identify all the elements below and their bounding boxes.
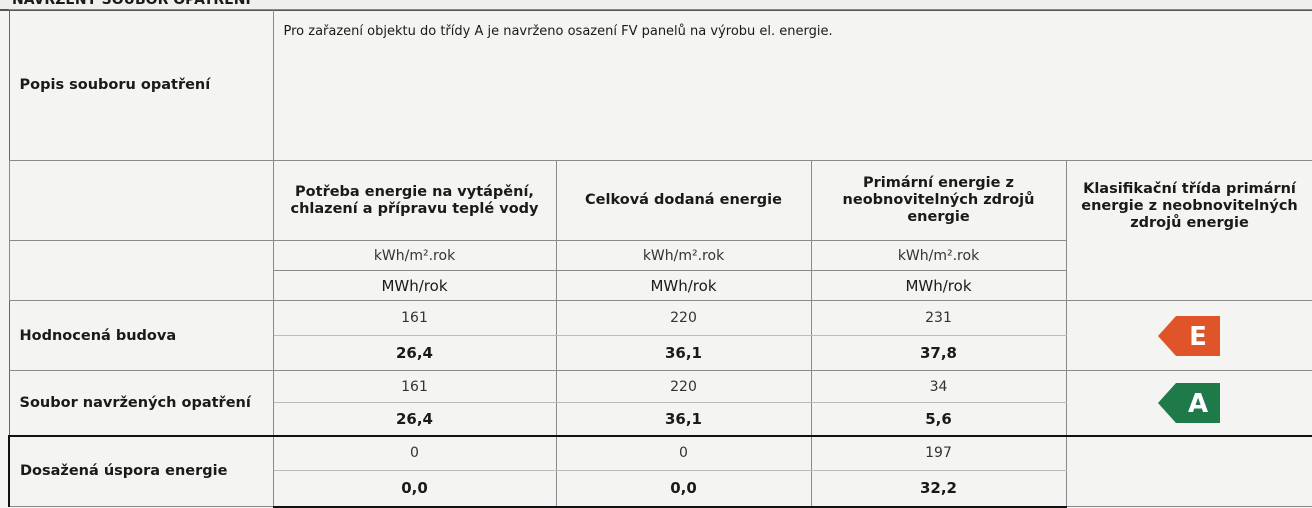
value-total: 36,1 (555, 402, 812, 436)
description-label: Popis souboru opatření (8, 9, 274, 161)
value-total: 0,0 (272, 470, 557, 508)
value-total: 36,1 (555, 335, 812, 371)
unit: MWh/rok (272, 270, 557, 301)
empty-cell (8, 240, 274, 301)
energy-class: E (1189, 322, 1207, 352)
value-per-m2: 34 (810, 370, 1067, 403)
table-row: 26,4 36,1 5,6 (9, 402, 1312, 436)
column-header: Primární energie z neobnovitelných zdroj… (810, 160, 1067, 241)
class-cell (1065, 434, 1312, 507)
measures-table: Popis souboru opatření Pro zařazení obje… (8, 9, 1312, 508)
section-title: NAVRŽENÝ SOUBOR OPATŘENÍ (12, 0, 251, 8)
unit: kWh/m².rok (272, 240, 557, 271)
unit: MWh/rok (555, 270, 812, 301)
value-per-m2: 161 (272, 370, 557, 403)
energy-class: A (1187, 389, 1207, 419)
value-total: 37,8 (810, 335, 1067, 371)
value-total: 32,2 (810, 470, 1067, 508)
value-per-m2: 0 (555, 434, 812, 471)
value-per-m2: 161 (272, 300, 557, 336)
value-total: 0,0 (555, 470, 812, 508)
class-cell: E (1065, 300, 1312, 371)
value-total: 26,4 (272, 335, 557, 371)
table-row: Dosažená úspora energie 0 0 197 (8, 434, 1312, 507)
class-cell: A (1065, 370, 1312, 436)
value-total: 5,6 (810, 402, 1067, 436)
value-per-m2: 220 (555, 370, 812, 403)
value-per-m2: 197 (810, 434, 1067, 471)
unit: kWh/m².rok (555, 240, 812, 271)
value-total: 26,4 (272, 402, 557, 436)
value-per-m2: 0 (272, 434, 557, 471)
row-label: Soubor navržených opatření (8, 370, 274, 436)
description-text: Pro zařazení objektu do třídy A je navrž… (272, 9, 1312, 161)
value-per-m2: 231 (810, 300, 1067, 336)
table-row: Soubor navržených opatření 161 220 34 A (8, 370, 1312, 436)
row-label: Hodnocená budova (8, 300, 274, 371)
unit: kWh/m².rok (810, 240, 1067, 271)
table-row: 26,4 36,1 37,8 (9, 335, 1312, 371)
energy-class-badge: A (1157, 382, 1220, 423)
unit: MWh/rok (810, 270, 1067, 301)
column-header: Celková dodaná energie (555, 160, 812, 241)
column-header: Potřeba energie na vytápění, chlazení a … (272, 160, 557, 241)
energy-class-badge: E (1157, 315, 1220, 356)
table-row: Hodnocená budova 161 220 231 E (8, 300, 1312, 371)
row-label: Dosažená úspora energie (8, 434, 274, 507)
empty-cell (8, 160, 274, 241)
badge-shape (1157, 315, 1220, 356)
value-per-m2: 220 (555, 300, 812, 336)
badge-shape (1157, 382, 1220, 423)
column-header: Klasifikační třída primární energie z ne… (1065, 160, 1312, 301)
